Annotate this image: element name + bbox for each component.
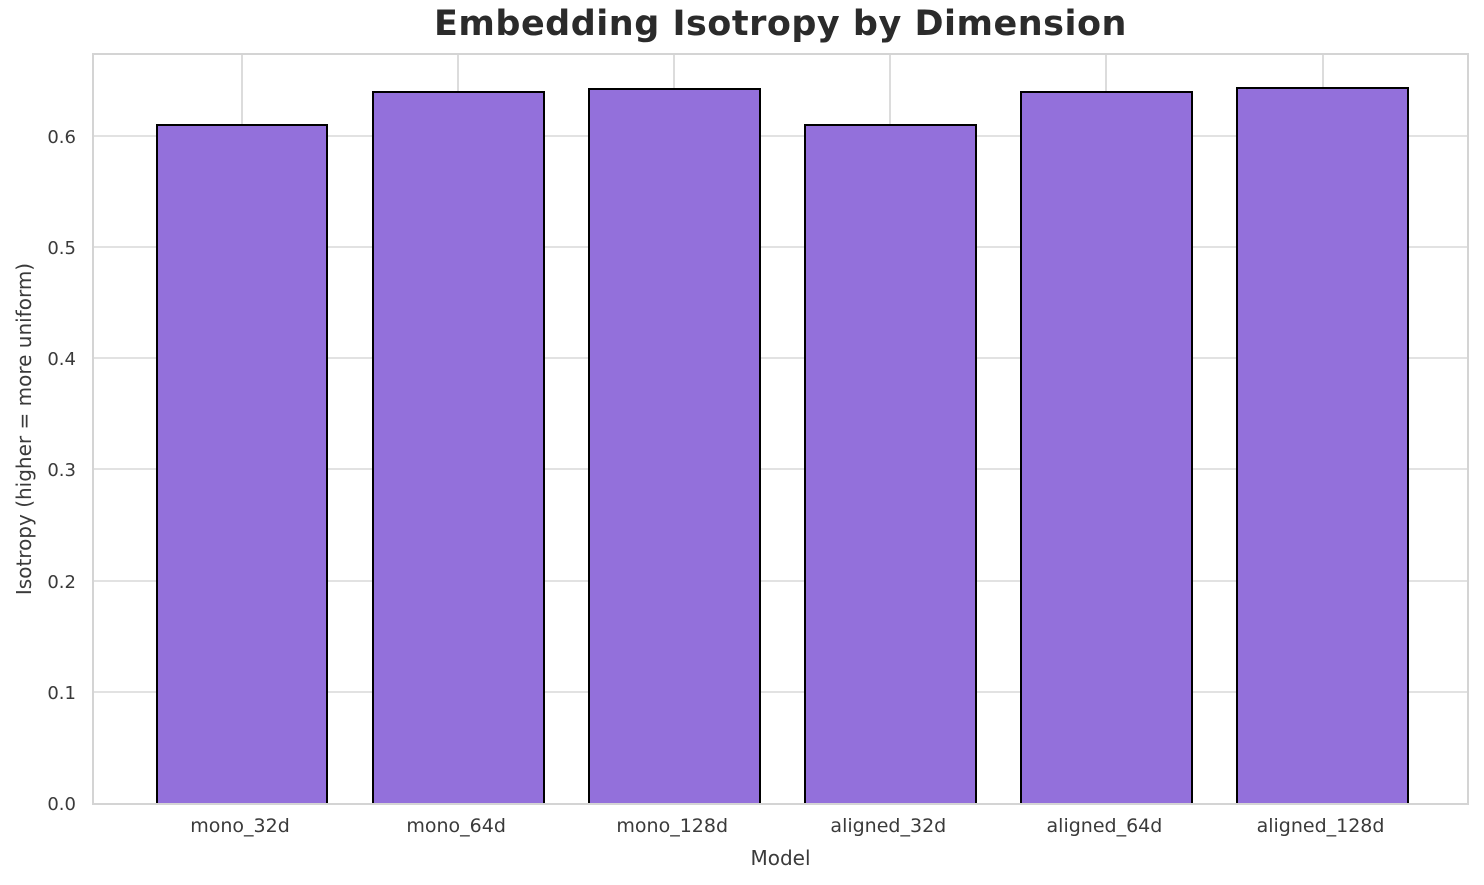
horizontal-gridline bbox=[94, 690, 1467, 693]
y-tick-label: 0.1 bbox=[47, 682, 76, 704]
bar-mono_128d bbox=[587, 87, 761, 803]
x-tick-label: mono_128d bbox=[616, 815, 729, 837]
bar-aligned_128d bbox=[1236, 86, 1409, 803]
chart-title: Embedding Isotropy by Dimension bbox=[434, 4, 1127, 44]
horizontal-gridline bbox=[94, 134, 1467, 137]
y-tick-label: 0.2 bbox=[47, 571, 76, 593]
x-tick-label: aligned_32d bbox=[830, 815, 947, 837]
bar-mono_64d bbox=[371, 91, 545, 803]
plot-area bbox=[92, 53, 1469, 805]
horizontal-gridline bbox=[94, 579, 1467, 582]
y-tick-label: 0.4 bbox=[47, 349, 76, 371]
x-tick-label: aligned_128d bbox=[1256, 815, 1385, 837]
y-tick-label: 0.5 bbox=[47, 237, 76, 259]
x-tick-label: mono_64d bbox=[406, 815, 506, 837]
x-tick-label: aligned_64d bbox=[1046, 815, 1163, 837]
y-tick-label: 0.6 bbox=[47, 126, 76, 148]
horizontal-gridline bbox=[94, 468, 1467, 471]
y-axis-title: Isotropy (higher = more uniform) bbox=[12, 262, 36, 596]
bar-aligned_32d bbox=[803, 124, 977, 803]
horizontal-gridline bbox=[94, 357, 1467, 360]
x-tick-label: mono_32d bbox=[190, 815, 290, 837]
x-axis-title: Model bbox=[750, 846, 811, 870]
horizontal-gridline bbox=[94, 245, 1467, 248]
y-tick-label: 0.0 bbox=[47, 794, 76, 815]
y-tick-label: 0.3 bbox=[47, 460, 76, 482]
bar-mono_32d bbox=[155, 124, 329, 803]
bar-aligned_64d bbox=[1019, 91, 1193, 803]
